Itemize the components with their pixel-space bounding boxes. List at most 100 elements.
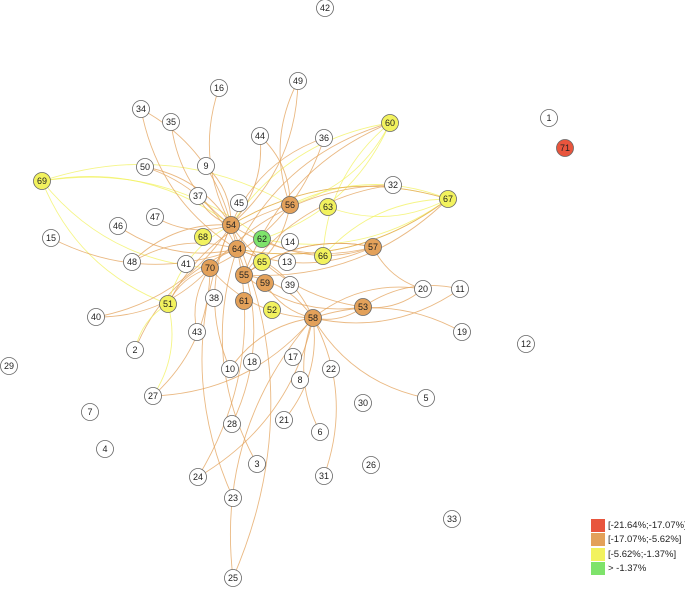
node-label: 3 <box>254 459 259 469</box>
edge <box>236 248 314 319</box>
node <box>205 289 223 307</box>
legend-item: [-5.62%;-1.37%] <box>591 547 685 562</box>
node-label: 17 <box>288 352 298 362</box>
node-label: 5 <box>423 393 428 403</box>
edge <box>322 198 449 257</box>
node <box>222 216 240 234</box>
legend-label: [-5.62%;-1.37%] <box>608 548 677 560</box>
node <box>194 228 212 246</box>
node-label: 32 <box>388 180 398 190</box>
node <box>221 360 239 378</box>
node-label: 52 <box>267 305 277 315</box>
node <box>235 292 253 310</box>
node-label: 16 <box>214 83 224 93</box>
edge <box>197 317 314 478</box>
node-label: 66 <box>318 251 328 261</box>
edge <box>152 317 314 397</box>
node <box>136 158 154 176</box>
edge <box>209 267 314 319</box>
node-label: 2 <box>132 345 137 355</box>
node <box>248 455 266 473</box>
node-label: 67 <box>443 194 453 204</box>
node <box>322 360 340 378</box>
legend-item: [-21.64%;-17.07%] <box>591 518 685 533</box>
node <box>251 127 269 145</box>
edge <box>229 317 314 370</box>
node-label: 10 <box>225 364 235 374</box>
node-label: 19 <box>457 327 467 337</box>
node <box>159 295 177 313</box>
edge <box>221 248 258 465</box>
node-label: 56 <box>285 200 295 210</box>
edge <box>41 176 232 226</box>
edge <box>327 198 449 217</box>
node <box>33 172 51 190</box>
node <box>96 440 114 458</box>
legend: [-21.64%;-17.07%] [-17.07%;-5.62%] [-5.62%… <box>591 518 685 576</box>
edge <box>41 180 169 305</box>
node <box>253 230 271 248</box>
node <box>224 489 242 507</box>
edge <box>170 121 232 226</box>
node-label: 50 <box>140 162 150 172</box>
node-label: 46 <box>113 221 123 231</box>
node <box>453 323 471 341</box>
node-label: 20 <box>418 284 428 294</box>
node <box>517 335 535 353</box>
node <box>443 510 461 528</box>
node <box>364 238 382 256</box>
node <box>414 280 432 298</box>
node <box>177 255 195 273</box>
node <box>384 176 402 194</box>
edge <box>117 225 238 254</box>
node-label: 7 <box>87 407 92 417</box>
edge <box>131 242 238 263</box>
node-label: 1 <box>546 113 551 123</box>
node <box>281 196 299 214</box>
node <box>314 247 332 265</box>
node <box>381 114 399 132</box>
edge <box>140 108 232 226</box>
node <box>144 387 162 405</box>
edge <box>236 246 374 264</box>
node-label: 12 <box>521 339 531 349</box>
node <box>0 357 18 375</box>
node-label: 58 <box>308 313 318 323</box>
node-label: 59 <box>260 278 270 288</box>
node <box>228 240 246 258</box>
node-label: 69 <box>37 176 47 186</box>
edge <box>167 204 291 305</box>
node <box>304 309 322 327</box>
node <box>224 569 242 587</box>
node-label: 63 <box>323 202 333 212</box>
edge <box>41 164 291 206</box>
edge <box>50 237 238 265</box>
edge <box>312 286 424 319</box>
node <box>81 403 99 421</box>
legend-swatch <box>591 562 605 576</box>
edge <box>209 137 325 269</box>
node-label: 41 <box>181 259 191 269</box>
node <box>362 456 380 474</box>
node-label: 40 <box>91 312 101 322</box>
node-label: 71 <box>560 143 570 153</box>
edge <box>289 184 449 206</box>
node <box>289 72 307 90</box>
node <box>278 253 296 271</box>
node <box>126 341 144 359</box>
edge <box>283 317 315 421</box>
node-label: 53 <box>358 302 368 312</box>
node-label: 34 <box>136 104 146 114</box>
node-label: 33 <box>447 514 457 524</box>
node-label: 43 <box>192 327 202 337</box>
node <box>316 0 334 17</box>
edge <box>131 224 232 263</box>
node-label: 70 <box>205 263 215 273</box>
node <box>540 109 558 127</box>
edges <box>41 80 463 579</box>
edge <box>144 166 232 226</box>
node-label: 36 <box>319 133 329 143</box>
node-label: 29 <box>4 361 14 371</box>
node <box>284 348 302 366</box>
node-label: 14 <box>285 237 295 247</box>
